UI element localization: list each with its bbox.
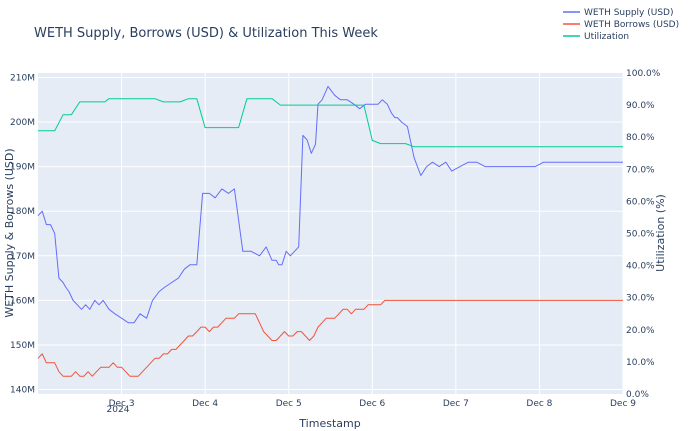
y2-tick-label: 60.0% <box>626 197 655 207</box>
y2-tick-label: 0.0% <box>626 390 649 400</box>
y2-axis-title: Utilization (%) <box>654 194 667 272</box>
x-tick-label: Dec 9 <box>610 399 636 409</box>
series-lines <box>37 85 623 377</box>
chart-title: WETH Supply, Borrows (USD) & Utilization… <box>34 26 378 41</box>
x-tick-label: Dec 8 <box>526 399 552 409</box>
y2-tick-label: 100.0% <box>626 69 661 79</box>
y-tick-label: 140M <box>10 386 35 396</box>
x-axis-title: Timestamp <box>298 417 360 430</box>
x-tick-label: Dec 4 <box>192 399 218 409</box>
x-tick-label: Dec 3 <box>109 399 135 409</box>
x-axis-ticks: Dec 3 Dec 4 Dec 5 Dec 6 Dec 7 Dec 8 Dec 9 <box>109 399 637 409</box>
y2-tick-label: 10.0% <box>626 358 655 368</box>
y-axis-title: WETH Supply & Borrows (USD) <box>3 148 16 317</box>
x-tick-label: Dec 7 <box>443 399 469 409</box>
y-tick-label: 170M <box>10 252 35 262</box>
y-tick-label: 180M <box>10 207 35 217</box>
y2-tick-label: 40.0% <box>626 262 655 272</box>
series-line-1 <box>37 85 623 324</box>
legend[interactable]: WETH Supply (USD) WETH Borrows (USD) Utili… <box>563 8 679 42</box>
y-tick-label: 160M <box>10 296 35 306</box>
y2-tick-label: 20.0% <box>626 326 655 336</box>
y-axis-ticks: 140M 150M 160M 170M 180M 190M 200M 210M <box>10 73 35 395</box>
series-line-3 <box>38 98 623 148</box>
legend-label[interactable]: WETH Supply (USD) <box>584 8 674 18</box>
y-tick-label: 190M <box>10 163 35 173</box>
y2-tick-label: 70.0% <box>626 165 655 175</box>
y2-axis-ticks: 0.0% 10.0% 20.0% 30.0% 40.0% 50.0% 60.0% 70.0% 8… <box>626 69 661 400</box>
series-line-2 <box>37 299 623 377</box>
gridlines <box>38 73 624 394</box>
legend-label[interactable]: WETH Borrows (USD) <box>584 20 679 30</box>
x-axis-sublabel: 2024 <box>107 405 130 415</box>
y2-tick-label: 90.0% <box>626 101 655 111</box>
y2-tick-label: 80.0% <box>626 133 655 143</box>
x-tick-label: Dec 5 <box>276 399 302 409</box>
y2-tick-label: 50.0% <box>626 230 655 240</box>
y-tick-label: 150M <box>10 341 35 351</box>
plot-background <box>38 73 623 394</box>
x-tick-label: Dec 6 <box>359 399 385 409</box>
legend-label[interactable]: Utilization <box>584 32 629 42</box>
y-tick-label: 210M <box>10 73 35 83</box>
y2-tick-label: 30.0% <box>626 294 655 304</box>
y-tick-label: 200M <box>10 118 35 128</box>
